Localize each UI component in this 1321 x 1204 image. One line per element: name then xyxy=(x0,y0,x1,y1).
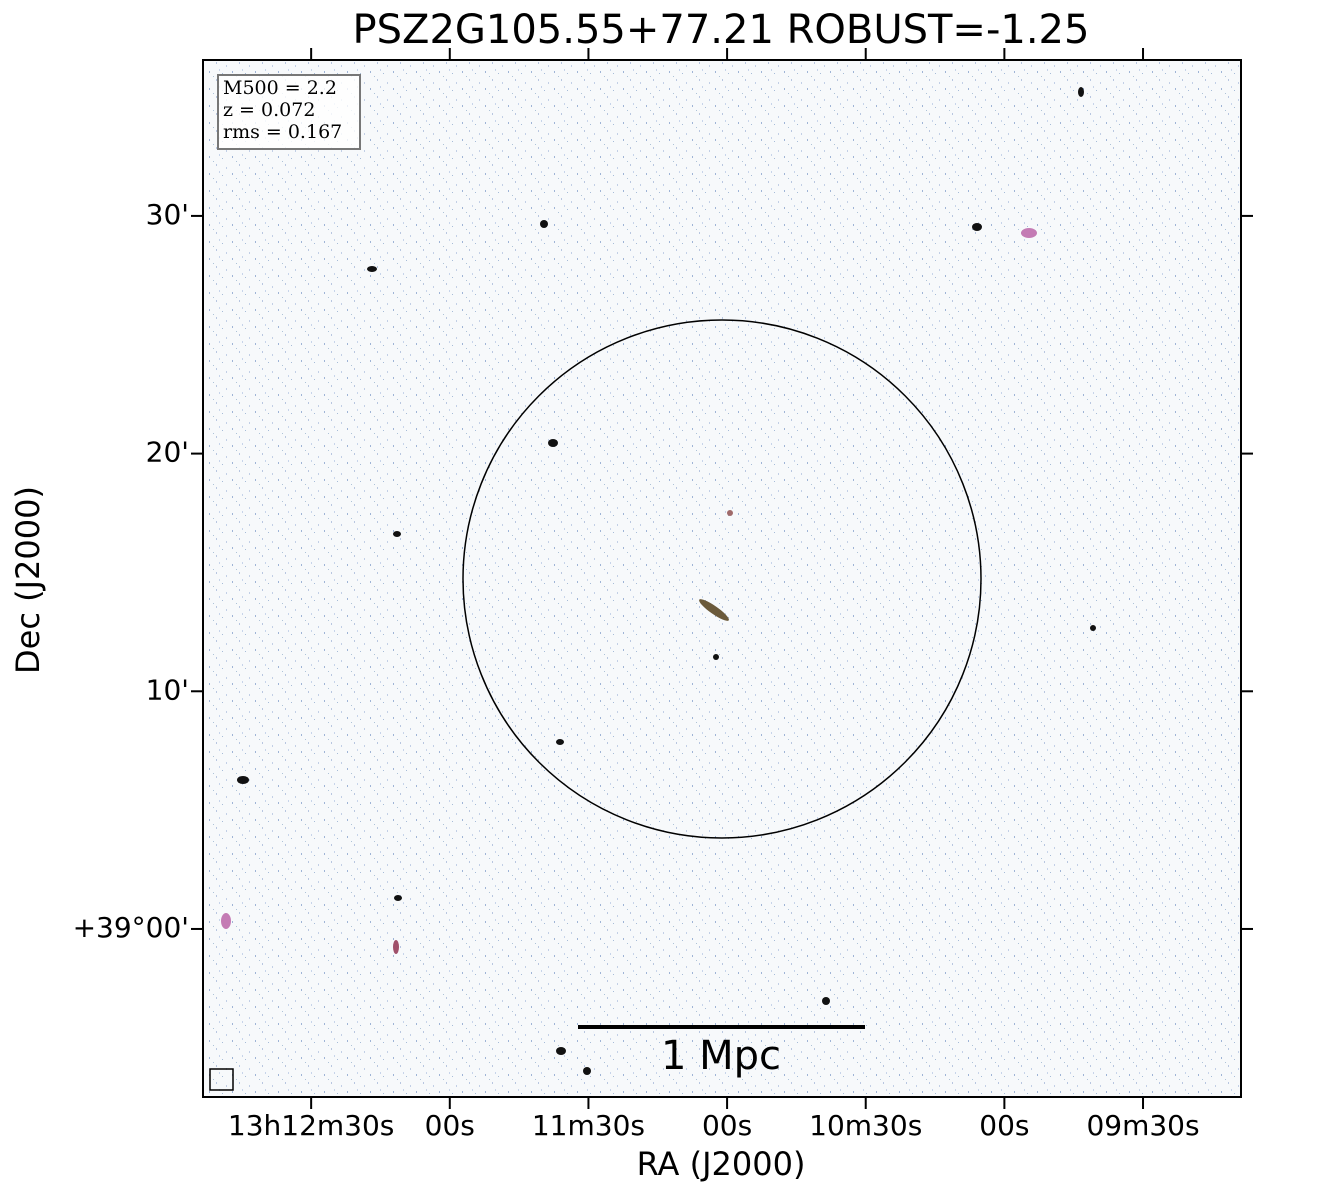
plot-frame xyxy=(202,59,1242,1098)
y-tick-label: 20' xyxy=(146,436,189,469)
y-tick-label: +39°00' xyxy=(73,911,189,944)
r500-circle xyxy=(462,319,982,839)
x-tick-label: 00s xyxy=(425,1109,475,1142)
sources xyxy=(221,87,1096,1075)
x-tick-label: 10m30s xyxy=(809,1109,922,1142)
annotation: M500 = 2.2 xyxy=(223,77,337,99)
annotation: rms = 0.167 xyxy=(223,121,342,143)
x-tick-label: 11m30s xyxy=(532,1109,645,1142)
chart-title: PSZ2G105.55+77.21 ROBUST=-1.25 xyxy=(353,7,1090,53)
x-tick-label: 13h12m30s xyxy=(228,1109,395,1142)
x-tick-label: 09m30s xyxy=(1086,1109,1199,1142)
y-tick-label: 10' xyxy=(146,673,189,706)
beam-box xyxy=(209,1068,234,1091)
x-tick-label: 00s xyxy=(702,1109,752,1142)
x-axis-label: RA (J2000) xyxy=(637,1145,806,1183)
scale-bar-label: 1 Mpc xyxy=(661,1033,781,1079)
y-tick-label: 30' xyxy=(146,198,189,231)
image-background xyxy=(203,60,1241,1097)
y-axis-label: Dec (J2000) xyxy=(9,486,47,674)
info-box xyxy=(217,74,361,150)
x-tick-label: 00s xyxy=(979,1109,1029,1142)
annotation: z = 0.072 xyxy=(223,99,315,121)
